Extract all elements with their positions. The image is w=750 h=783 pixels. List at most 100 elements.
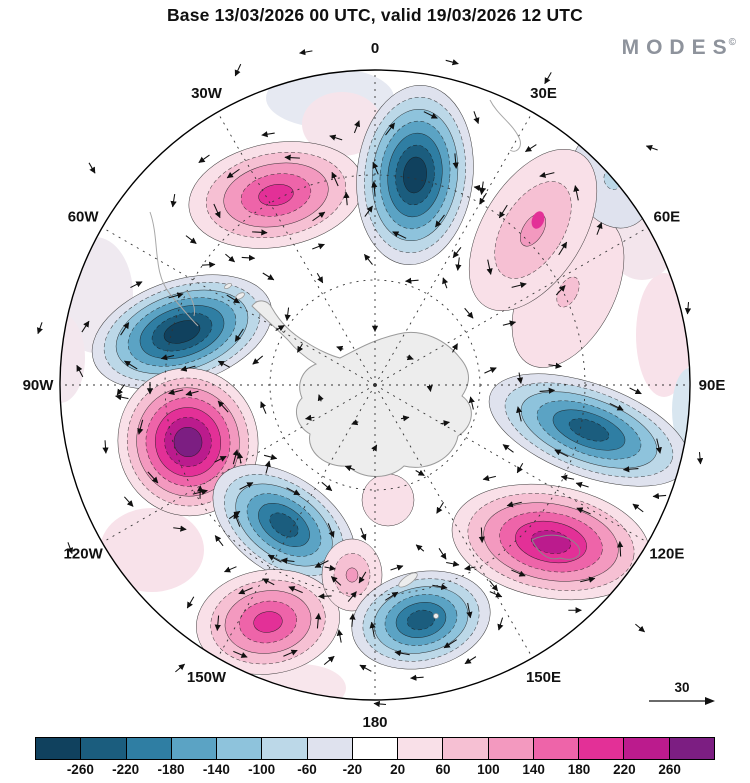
map-rim-circle <box>59 69 691 701</box>
colorbar-tick-label: 140 <box>522 762 545 777</box>
wind-arrow <box>214 535 224 547</box>
wind-arrow <box>226 168 240 179</box>
wind-arrow <box>323 655 335 666</box>
modes-logo-text: MODES <box>621 36 734 59</box>
wind-arrow <box>596 222 603 235</box>
wind-arrow <box>452 153 459 169</box>
wind-arrow <box>312 211 326 222</box>
wind-arrow <box>286 487 301 496</box>
colorbar-tick-label: -100 <box>248 762 276 777</box>
wind-arrow <box>580 576 596 583</box>
anomaly-kernel <box>531 211 545 229</box>
colorbar-cell <box>81 738 127 759</box>
wind-arrow <box>498 204 508 219</box>
wind-arrow <box>555 285 566 296</box>
wind-arrow <box>317 394 324 402</box>
wind-arrow <box>314 560 329 568</box>
reference-vector: 30 <box>648 680 716 706</box>
colorbar-tick-label: 100 <box>477 762 500 777</box>
wind-arrow <box>297 343 304 353</box>
wind-arrow <box>443 639 457 649</box>
wind-arrow <box>185 235 197 244</box>
wind-arrow <box>455 257 462 271</box>
anomaly-contour-band <box>403 156 427 194</box>
pale-wash <box>100 508 204 592</box>
island <box>398 572 418 588</box>
wind-arrow <box>511 282 527 289</box>
colorbar-cell <box>126 738 172 759</box>
wind-arrow <box>432 583 448 590</box>
anomaly-contour-band <box>568 418 610 442</box>
wind-arrow <box>539 171 555 178</box>
wind-arrow <box>436 502 444 514</box>
wind-arrow <box>390 564 404 571</box>
colorbar-tick-label: 60 <box>435 762 451 777</box>
pale-wash <box>672 368 690 452</box>
wind-arrow <box>426 384 433 392</box>
wind-arrow <box>497 617 504 631</box>
wind-arrow <box>238 587 253 595</box>
copyright-mark: © <box>728 37 736 48</box>
wind-arrow <box>696 451 704 465</box>
wind-arrow <box>137 419 144 435</box>
wind-arrow <box>373 700 387 708</box>
longitude-label: 150E <box>526 669 561 686</box>
wind-arrow <box>336 345 344 352</box>
wind-arrow <box>288 586 303 594</box>
colorbar-tick-label: 20 <box>390 762 406 777</box>
wind-arrow <box>371 444 378 452</box>
wind-arrow <box>359 664 372 672</box>
wind-arrow <box>516 462 524 474</box>
wind-arrow <box>67 542 74 555</box>
wind-arrow <box>241 254 256 262</box>
anomaly-contour-band <box>173 426 203 458</box>
wind-arrow <box>234 328 244 342</box>
wind-arrow <box>468 396 475 410</box>
wind-arrow <box>385 591 399 601</box>
wind-arrow <box>609 402 624 411</box>
wind-arrow <box>284 154 300 161</box>
colorbar <box>35 737 715 760</box>
colorbar-tick-label: 180 <box>567 762 591 777</box>
wind-arrow <box>464 307 474 319</box>
wind-arrow <box>225 253 235 263</box>
wind-arrow <box>452 247 462 259</box>
pale-wash <box>60 313 85 403</box>
wind-arrow <box>116 384 125 396</box>
wind-arrow <box>262 578 275 586</box>
wind-arrow <box>364 205 373 217</box>
colorbar-cell <box>579 738 625 759</box>
wind-arrow <box>120 322 130 336</box>
wind-arrow <box>36 322 43 335</box>
wind-arrow <box>267 554 282 563</box>
colorbar-tick-label: -220 <box>112 762 140 777</box>
colorbar-cell <box>669 738 714 759</box>
wind-arrow <box>440 420 450 427</box>
wind-arrow <box>400 415 410 422</box>
wind-arrow <box>645 144 658 151</box>
wind-arrow <box>213 203 221 219</box>
wind-arrow <box>464 656 477 665</box>
wind-arrow <box>284 307 291 322</box>
map-boundary <box>59 69 691 701</box>
wind-arrow <box>214 615 221 632</box>
wind-arrow <box>168 389 184 396</box>
island <box>433 613 439 619</box>
wind-arrow <box>88 162 96 174</box>
wind-arrow <box>160 354 175 361</box>
coastline-south-america <box>149 211 199 327</box>
colorbar-tick-label: 260 <box>658 762 681 777</box>
wind-arrow <box>502 444 514 453</box>
coastline-africa <box>489 99 521 152</box>
wind-arrow <box>239 482 254 490</box>
wind-arrow <box>173 525 187 532</box>
wind-arrow <box>484 367 497 374</box>
wind-arrow <box>415 469 425 476</box>
wind-arrow <box>525 144 537 153</box>
wind-arrow <box>478 527 486 543</box>
wind-arrow <box>321 481 333 492</box>
reference-vector-arrow-icon <box>649 697 715 705</box>
wind-arrow <box>226 294 240 304</box>
wind-arrow <box>280 557 295 564</box>
anomaly-contour-band <box>253 611 283 633</box>
